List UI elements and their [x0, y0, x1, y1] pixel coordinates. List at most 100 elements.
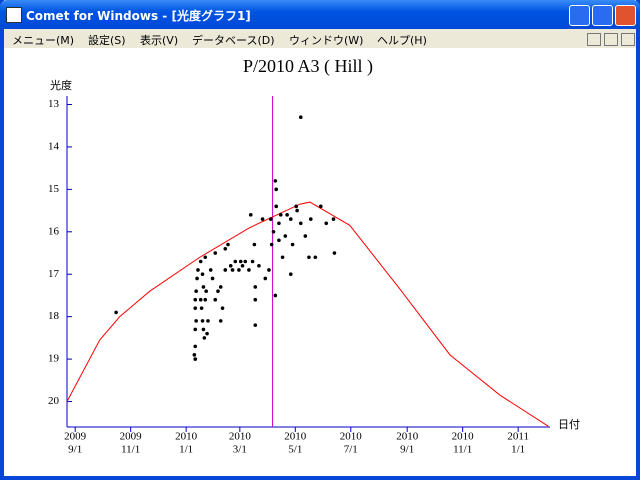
observation-point [252, 242, 257, 247]
observation-point [193, 306, 198, 310]
observation-point [200, 272, 205, 277]
observation-point [203, 297, 208, 302]
menu-item[interactable]: ウィンドウ(W) [289, 34, 364, 47]
menu-bar: メニュー(M) 設定(S) 表示(V) データベース(D) ウィンドウ(W) ヘルプ(H) [4, 29, 636, 48]
observation-point [194, 319, 198, 323]
menu-item[interactable]: 表示(V) [140, 34, 179, 47]
observation-point [226, 242, 230, 247]
observation-point [223, 246, 228, 251]
y-tick-label: 14 [48, 140, 60, 152]
observation-point [274, 187, 279, 192]
observation-point [263, 276, 268, 281]
observation-point [210, 276, 215, 281]
observation-point [332, 251, 337, 255]
y-axis-label: 光度 [50, 78, 72, 92]
observation-point [298, 221, 303, 226]
observation-point [308, 217, 313, 221]
y-tick-label: 15 [48, 183, 60, 195]
observation-point [257, 263, 261, 268]
predicted-curve [66, 201, 549, 427]
observation-point [253, 285, 258, 289]
observation-point [240, 263, 245, 268]
observation-point [318, 204, 323, 209]
observation-point [201, 327, 206, 332]
observation-point [331, 217, 336, 221]
observation-point [205, 331, 209, 336]
menu-item[interactable]: ヘルプ(H) [377, 34, 427, 47]
observation-point [195, 276, 199, 281]
observation-point [206, 319, 210, 323]
observation-point [193, 344, 198, 349]
observation-point [324, 221, 329, 226]
minimize-button[interactable] [569, 5, 590, 26]
observation-point [230, 268, 235, 272]
observation-point [238, 259, 243, 264]
x-tick-label: 9/1 [68, 444, 82, 456]
observation-point [277, 238, 281, 243]
observation-point [202, 336, 207, 340]
observation-point [278, 213, 283, 217]
close-button[interactable] [615, 5, 636, 26]
app-icon [6, 7, 22, 23]
y-tick-label: 17 [48, 268, 60, 280]
observation-point [294, 204, 299, 209]
observation-point [199, 306, 204, 310]
maximize-button[interactable] [592, 5, 613, 26]
menu-item[interactable]: データベース(D) [192, 34, 275, 47]
observation-point [274, 204, 279, 209]
observation-point [248, 213, 253, 217]
x-tick-year: 2010 [452, 431, 475, 443]
observation-point [247, 268, 251, 272]
observation-point [295, 208, 299, 213]
observation-point [114, 310, 118, 315]
observation-point [213, 297, 218, 302]
observation-point [313, 255, 318, 260]
x-tick-label: 9/1 [400, 444, 414, 456]
x-tick-year: 2009 [120, 431, 143, 443]
x-tick-label: 7/1 [344, 444, 358, 456]
observation-point [198, 259, 203, 264]
observation-point [271, 229, 276, 234]
x-tick-year: 2010 [340, 431, 363, 443]
menu-item[interactable]: 設定(S) [88, 34, 126, 47]
observation-point [213, 251, 218, 255]
observation-point [216, 289, 220, 294]
observation-point [243, 259, 248, 264]
mdi-restore[interactable] [604, 33, 618, 46]
observation-point [192, 353, 197, 357]
observation-point [288, 272, 293, 277]
observation-point [288, 217, 293, 221]
observation-point [285, 213, 289, 217]
observation-point [220, 306, 225, 310]
observation-point [280, 255, 285, 260]
observation-point [233, 259, 238, 264]
menu-item[interactable]: メニュー(M) [12, 34, 75, 47]
x-tick-year: 2010 [175, 431, 198, 443]
observation-point [267, 268, 271, 272]
observation-point [193, 297, 198, 302]
mdi-close[interactable] [621, 33, 635, 46]
observation-point [194, 289, 198, 294]
mdi-minimize[interactable] [587, 33, 601, 46]
observation-point [290, 242, 295, 247]
observation-point [223, 268, 228, 272]
observation-point [218, 285, 223, 289]
observation-point [237, 268, 241, 272]
y-tick-label: 20 [48, 395, 60, 407]
observation-point [250, 259, 255, 264]
window-title: Comet for Windows - [光度グラフ1] [26, 9, 251, 23]
x-tick-label: 1/1 [179, 444, 193, 456]
observation-point [277, 221, 281, 226]
observation-point [193, 357, 198, 361]
x-tick-label: 1/1 [511, 444, 525, 456]
observation-point [273, 179, 278, 183]
x-tick-year: 2010 [229, 431, 252, 443]
observation-point [203, 255, 208, 260]
observation-point [204, 289, 208, 294]
x-tick-year: 2010 [284, 431, 307, 443]
x-tick-label: 5/1 [288, 444, 302, 456]
observation-point [268, 217, 273, 221]
x-tick-year: 2009 [64, 431, 87, 443]
